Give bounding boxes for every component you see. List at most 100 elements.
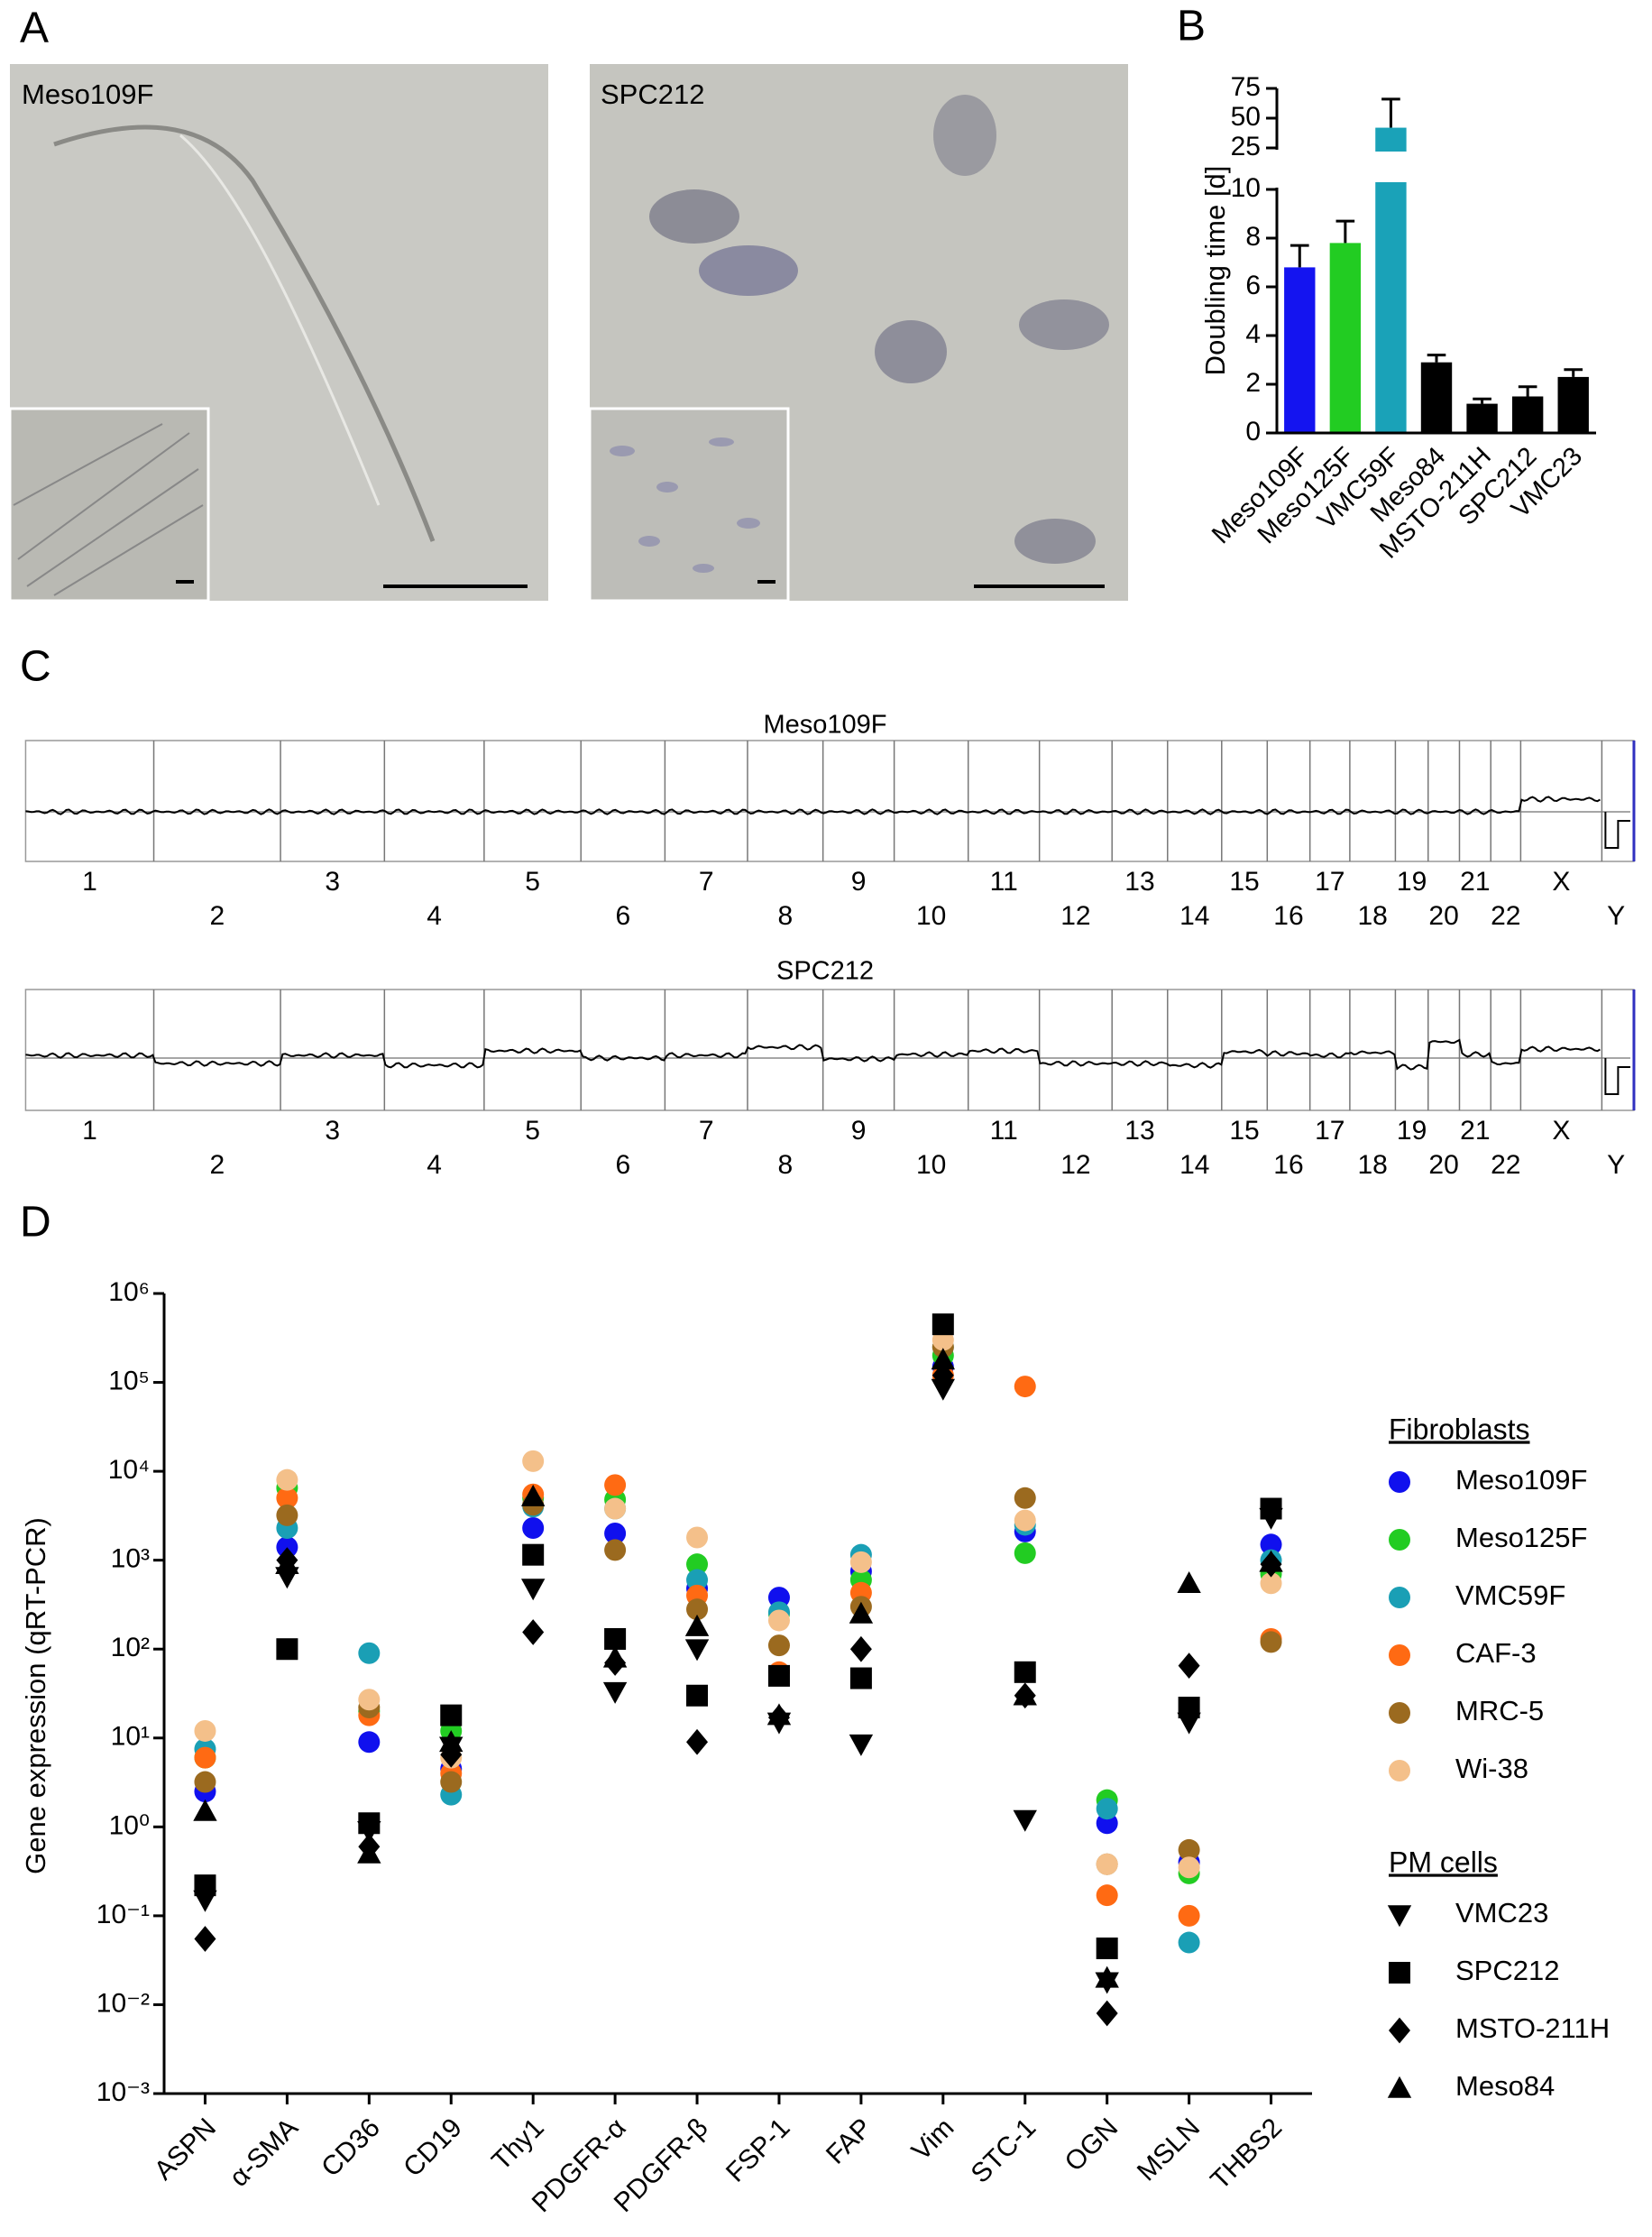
data-point bbox=[604, 1522, 627, 1544]
data-point bbox=[440, 1741, 463, 1768]
chromosome-label: 2 bbox=[209, 901, 225, 931]
chromosome-label: 14 bbox=[1179, 901, 1209, 931]
data-point bbox=[193, 1799, 217, 1821]
cnv-title: Meso109F bbox=[763, 711, 886, 740]
chromosome-label: 22 bbox=[1491, 901, 1520, 931]
data-point bbox=[1178, 1856, 1200, 1879]
data-point bbox=[604, 1497, 627, 1520]
y-tick-label: 50 bbox=[1231, 102, 1261, 132]
error-bar bbox=[1427, 354, 1446, 363]
panel-label: B bbox=[1177, 3, 1206, 51]
data-point bbox=[520, 1579, 546, 1601]
axis-break-gap bbox=[1259, 152, 1596, 182]
data-point bbox=[849, 1734, 874, 1756]
y-tick-label: 25 bbox=[1231, 132, 1261, 161]
cnv-title: SPC212 bbox=[776, 957, 874, 986]
chromosome-label: 22 bbox=[1491, 1150, 1520, 1180]
data-point bbox=[1095, 1965, 1119, 1988]
chromosome-label: 3 bbox=[325, 867, 340, 897]
y-tick-label: 10 bbox=[1231, 173, 1261, 203]
data-point bbox=[520, 1484, 546, 1506]
chromosome-label: 4 bbox=[427, 1150, 442, 1180]
y-tick-label: 75 bbox=[1231, 72, 1261, 102]
chromosome-label: 12 bbox=[1060, 1150, 1090, 1180]
micrograph: Meso109F bbox=[8, 64, 548, 603]
chromosome-label: X bbox=[1552, 1116, 1570, 1146]
legend-group-title: PM cells bbox=[1389, 1846, 1498, 1878]
chromosome-label: 15 bbox=[1229, 1116, 1259, 1146]
chromosome-label: 15 bbox=[1229, 867, 1259, 897]
y-tick-label: 10⁻³ bbox=[96, 2077, 150, 2107]
data-point bbox=[602, 1645, 628, 1668]
y-tick-label: 4 bbox=[1245, 319, 1261, 349]
chromosome-label: 21 bbox=[1460, 1116, 1490, 1146]
chromosome-label: 21 bbox=[1460, 867, 1490, 897]
cnv-trace-y bbox=[1604, 1058, 1630, 1095]
data-point bbox=[602, 1681, 628, 1704]
legend-label: VMC23 bbox=[1455, 1897, 1548, 1929]
data-point bbox=[767, 1664, 790, 1687]
data-point bbox=[358, 1689, 381, 1711]
y-tick-label: 0 bbox=[1245, 417, 1261, 446]
chromosome-label: 3 bbox=[325, 1116, 340, 1146]
legend-label: Meso109F bbox=[1455, 1464, 1587, 1496]
chromosome-label: 7 bbox=[699, 1116, 714, 1146]
data-point bbox=[358, 1812, 381, 1835]
error-bar bbox=[1473, 397, 1491, 404]
y-tick-label: 10⁰ bbox=[109, 1810, 150, 1840]
data-point bbox=[1096, 2000, 1118, 2027]
y-tick-label: 10⁶ bbox=[108, 1277, 150, 1307]
data-point bbox=[849, 1551, 872, 1573]
data-point bbox=[767, 1609, 790, 1632]
data-point bbox=[604, 1474, 627, 1496]
data-point bbox=[276, 1536, 298, 1559]
data-point bbox=[932, 1313, 954, 1336]
y-tick-label: 6 bbox=[1245, 271, 1261, 300]
data-point bbox=[276, 1638, 298, 1661]
bar bbox=[1466, 403, 1498, 433]
chromosome-label: 11 bbox=[990, 867, 1018, 897]
image-label: Meso109F bbox=[22, 78, 153, 110]
data-point bbox=[686, 1569, 709, 1591]
chromosome-label: 10 bbox=[916, 1150, 946, 1180]
error-bar bbox=[1518, 385, 1537, 397]
data-point bbox=[686, 1526, 709, 1549]
chromosome-label: 8 bbox=[777, 1150, 793, 1180]
chromosome-label: 19 bbox=[1397, 1116, 1427, 1146]
data-point bbox=[439, 1730, 463, 1753]
data-point bbox=[849, 1601, 874, 1624]
data-point bbox=[1178, 1931, 1200, 1954]
legend-marker bbox=[1389, 1587, 1410, 1608]
data-point bbox=[686, 1598, 709, 1621]
data-point bbox=[1013, 1683, 1037, 1706]
chromosome-label: 8 bbox=[777, 901, 793, 931]
chromosome-label: 7 bbox=[699, 867, 714, 897]
legend-marker bbox=[1389, 1644, 1410, 1666]
data-point bbox=[1178, 1697, 1200, 1719]
legend-marker bbox=[1389, 1962, 1410, 1984]
bar bbox=[1557, 376, 1589, 433]
data-point bbox=[522, 1619, 545, 1645]
chromosome-label: 11 bbox=[990, 1116, 1018, 1146]
chromosome-label: 17 bbox=[1315, 867, 1345, 897]
data-point bbox=[1014, 1376, 1036, 1398]
data-point bbox=[440, 1704, 463, 1726]
data-point bbox=[358, 1731, 381, 1754]
data-point bbox=[931, 1348, 956, 1370]
data-point bbox=[194, 1926, 216, 1952]
chromosome-label: 9 bbox=[851, 1116, 867, 1146]
chromosome-label: Y bbox=[1607, 1150, 1625, 1180]
data-point bbox=[1260, 1572, 1282, 1595]
data-point bbox=[684, 1614, 710, 1636]
chromosome-label: 4 bbox=[427, 901, 442, 931]
y-tick-label: 10³ bbox=[111, 1544, 150, 1574]
bar bbox=[1284, 267, 1316, 433]
data-point bbox=[1096, 1798, 1118, 1820]
data-point bbox=[276, 1504, 298, 1526]
data-point bbox=[194, 1746, 216, 1769]
data-point bbox=[686, 1728, 709, 1755]
bar bbox=[1511, 396, 1544, 433]
data-point bbox=[849, 1635, 872, 1662]
legend-label: MRC-5 bbox=[1455, 1695, 1544, 1726]
chromosome-label: 2 bbox=[209, 1150, 225, 1180]
